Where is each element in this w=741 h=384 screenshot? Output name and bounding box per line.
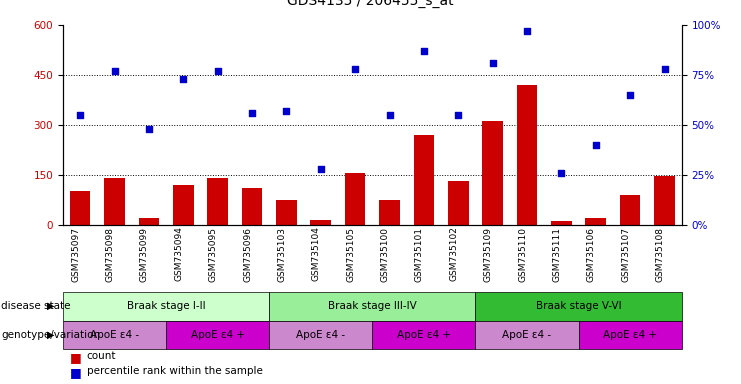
Text: GSM735103: GSM735103 xyxy=(277,227,287,281)
Point xyxy=(143,126,155,132)
Text: genotype/variation: genotype/variation xyxy=(1,330,101,340)
Text: GSM735098: GSM735098 xyxy=(105,227,115,281)
Text: Braak stage III-IV: Braak stage III-IV xyxy=(328,301,416,311)
Text: percentile rank within the sample: percentile rank within the sample xyxy=(87,366,262,376)
Point xyxy=(212,68,224,74)
Text: GSM735094: GSM735094 xyxy=(174,227,183,281)
Bar xyxy=(551,221,572,225)
Bar xyxy=(139,218,159,225)
Text: ApoE ε4 -: ApoE ε4 - xyxy=(296,330,345,340)
Text: GSM735104: GSM735104 xyxy=(312,227,321,281)
Text: GSM735109: GSM735109 xyxy=(484,227,493,281)
Bar xyxy=(242,188,262,225)
Text: GSM735102: GSM735102 xyxy=(449,227,458,281)
Text: ■: ■ xyxy=(70,351,86,364)
Bar xyxy=(585,218,606,225)
Point xyxy=(624,92,636,98)
Bar xyxy=(619,195,640,225)
Text: ApoE ε4 -: ApoE ε4 - xyxy=(502,330,551,340)
Point xyxy=(246,110,258,116)
Point xyxy=(452,112,464,118)
Point xyxy=(521,28,533,34)
Bar xyxy=(276,200,296,225)
Text: GSM735097: GSM735097 xyxy=(71,227,80,281)
Text: ▶: ▶ xyxy=(47,301,54,311)
Text: GSM735108: GSM735108 xyxy=(656,227,665,281)
Bar xyxy=(516,85,537,225)
Text: ApoE ε4 +: ApoE ε4 + xyxy=(603,330,657,340)
Text: ApoE ε4 -: ApoE ε4 - xyxy=(90,330,139,340)
Text: GSM735105: GSM735105 xyxy=(346,227,355,281)
Point xyxy=(418,48,430,54)
Bar xyxy=(345,173,365,225)
Text: GSM735100: GSM735100 xyxy=(381,227,390,281)
Text: GSM735099: GSM735099 xyxy=(140,227,149,281)
Bar xyxy=(482,121,503,225)
Text: ApoE ε4 +: ApoE ε4 + xyxy=(397,330,451,340)
Point xyxy=(315,166,327,172)
Bar xyxy=(207,178,228,225)
Text: GSM735095: GSM735095 xyxy=(209,227,218,281)
Bar xyxy=(70,191,90,225)
Bar xyxy=(379,200,400,225)
Point xyxy=(487,60,499,66)
Text: GDS4135 / 206455_s_at: GDS4135 / 206455_s_at xyxy=(288,0,453,8)
Bar xyxy=(173,185,193,225)
Bar xyxy=(104,178,124,225)
Text: GSM735096: GSM735096 xyxy=(243,227,252,281)
Bar xyxy=(413,135,434,225)
Text: ApoE ε4 +: ApoE ε4 + xyxy=(190,330,245,340)
Text: Braak stage V-VI: Braak stage V-VI xyxy=(536,301,622,311)
Text: disease state: disease state xyxy=(1,301,71,311)
Text: Braak stage I-II: Braak stage I-II xyxy=(127,301,205,311)
Point xyxy=(109,68,121,74)
Text: GSM735106: GSM735106 xyxy=(587,227,596,281)
Text: count: count xyxy=(87,351,116,361)
Point xyxy=(74,112,86,118)
Text: ▶: ▶ xyxy=(47,330,54,340)
Point xyxy=(659,66,671,72)
Text: GSM735111: GSM735111 xyxy=(552,227,562,281)
Text: GSM735107: GSM735107 xyxy=(621,227,630,281)
Bar xyxy=(448,181,468,225)
Text: GSM735110: GSM735110 xyxy=(518,227,527,281)
Text: GSM735101: GSM735101 xyxy=(415,227,424,281)
Point xyxy=(177,76,189,82)
Bar xyxy=(310,220,331,225)
Point xyxy=(590,142,602,148)
Point xyxy=(556,170,568,176)
Text: ■: ■ xyxy=(70,366,86,379)
Bar xyxy=(654,176,675,225)
Point xyxy=(281,108,293,114)
Point xyxy=(349,66,361,72)
Point xyxy=(384,112,396,118)
